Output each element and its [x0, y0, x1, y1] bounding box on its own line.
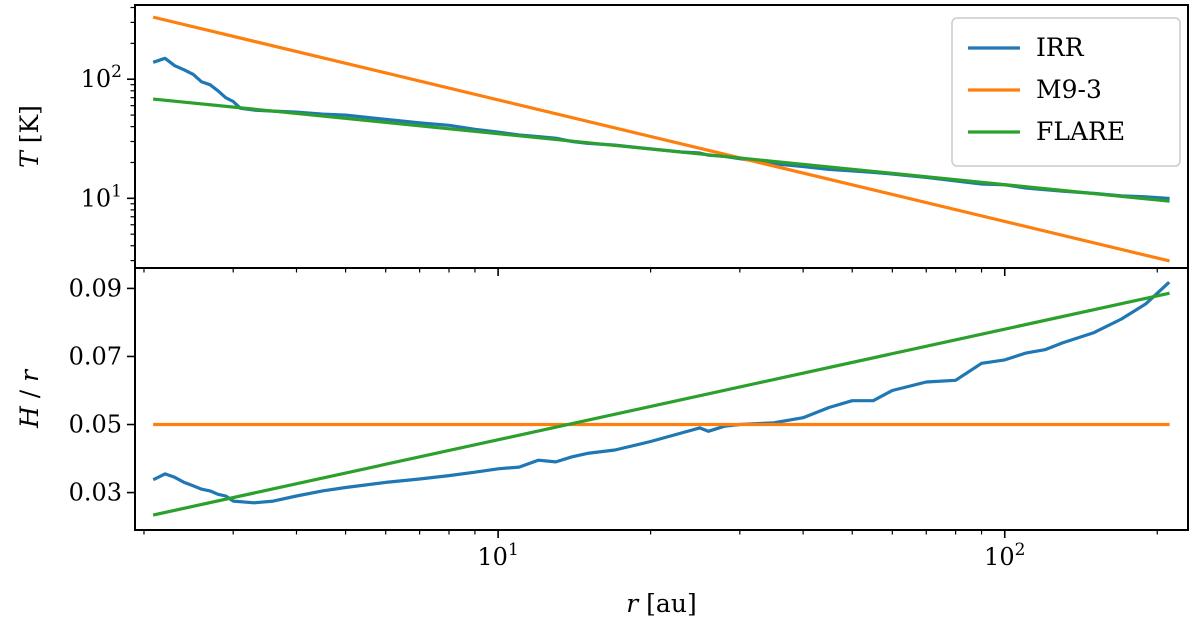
- bottom-y-axis-label: H / r: [15, 368, 44, 429]
- bottom-y-tick-label: 0.07: [69, 342, 122, 370]
- legend-box: [951, 17, 1181, 167]
- bottom-series-irr: [152, 281, 1171, 505]
- top-y-axis-label: T [K]: [15, 105, 44, 168]
- top-series-flare: [152, 97, 1170, 203]
- bottom-y-tick-label: 0.09: [69, 274, 122, 302]
- bottom-axes-frame: [134, 267, 1189, 531]
- legend: IRR M9-3 FLARE: [951, 17, 1181, 167]
- legend-label-flare: FLARE: [1036, 117, 1125, 146]
- bottom-y-tick-label: 0.05: [69, 411, 122, 439]
- bottom-panel: 101 102 0.03 0.05 0.07 0.09 H / r r [au]: [15, 267, 1189, 618]
- bottom-x-axis-label: r [au]: [626, 589, 696, 618]
- legend-label-irr: IRR: [1036, 33, 1085, 62]
- bottom-series-flare: [152, 291, 1170, 517]
- top-panel: 101 102 T [K] IRR M9-3 FLARE: [15, 4, 1189, 276]
- top-y-tick-label: 102: [81, 62, 122, 93]
- bottom-series-group: [152, 281, 1171, 517]
- top-y-tick-label: 101: [81, 181, 122, 212]
- bottom-x-tick-label: 101: [477, 540, 518, 571]
- bottom-y-tick-label: 0.03: [69, 479, 122, 507]
- top-series-group: [152, 15, 1170, 263]
- legend-label-m9-3: M9-3: [1036, 75, 1102, 104]
- bottom-x-tick-label: 102: [984, 540, 1025, 571]
- top-series-m9-3: [152, 15, 1170, 263]
